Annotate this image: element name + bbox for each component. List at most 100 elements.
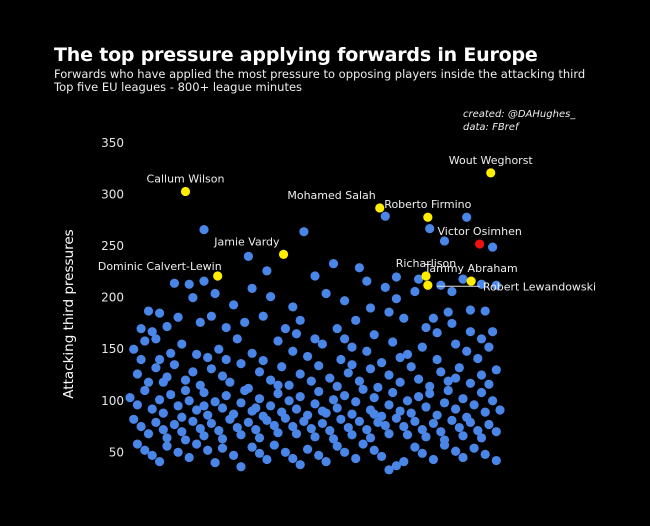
player-point	[465, 305, 475, 315]
player-point	[358, 439, 368, 449]
player-label: Dominic Calvert-Lewin	[98, 260, 222, 273]
player-point	[310, 334, 320, 344]
player-point	[199, 276, 209, 286]
player-point	[158, 425, 168, 435]
player-point	[432, 410, 442, 420]
player-point	[217, 371, 228, 381]
player-point	[162, 433, 172, 443]
player-point	[140, 336, 150, 346]
player-point	[269, 420, 279, 431]
player-point	[384, 465, 394, 475]
player-point	[288, 346, 298, 356]
player-point	[254, 367, 265, 377]
player-point	[447, 415, 457, 425]
player-point	[199, 431, 209, 441]
player-point	[317, 418, 327, 429]
highlighted-point	[486, 168, 496, 178]
player-point	[210, 397, 220, 407]
player-point	[232, 422, 242, 433]
player-point	[340, 296, 350, 306]
player-point	[136, 354, 146, 365]
player-point	[484, 419, 494, 430]
player-point	[192, 439, 202, 449]
player-point	[428, 418, 438, 429]
player-point	[480, 407, 490, 417]
player-point	[480, 306, 490, 316]
player-point	[162, 441, 172, 451]
player-point	[266, 292, 276, 302]
player-point	[262, 415, 272, 425]
player-point	[288, 421, 298, 432]
player-point	[162, 321, 172, 332]
highlighted-point	[466, 276, 476, 286]
player-point	[206, 311, 216, 321]
player-point	[166, 389, 176, 400]
player-point	[451, 373, 461, 383]
player-point	[328, 434, 339, 444]
player-point	[247, 442, 257, 452]
player-point	[365, 433, 376, 443]
y-tick-label: 50	[109, 445, 124, 459]
player-point	[295, 460, 305, 470]
player-point	[254, 433, 265, 443]
player-point	[384, 400, 394, 410]
player-point	[180, 385, 191, 396]
player-point	[254, 448, 265, 458]
player-point	[188, 367, 198, 377]
player-point	[325, 373, 335, 383]
player-point	[236, 398, 246, 408]
player-point	[147, 404, 157, 414]
player-point	[476, 334, 487, 344]
player-point	[136, 421, 146, 432]
player-label: Robert Lewandowski	[483, 280, 596, 293]
highlighted-point	[375, 203, 385, 213]
player-point	[432, 328, 442, 338]
player-point	[362, 425, 372, 435]
player-point	[273, 388, 283, 399]
player-point	[414, 274, 424, 284]
player-point	[351, 397, 361, 407]
player-point	[365, 303, 376, 313]
player-label: Callum Wilson	[147, 172, 225, 185]
player-point	[488, 396, 498, 406]
chart-subtitle-2: Top five EU leagues - 800+ league minute…	[54, 80, 303, 94]
player-point	[340, 390, 350, 401]
player-point	[166, 348, 176, 358]
player-point	[229, 300, 239, 310]
player-point	[347, 430, 357, 440]
player-point	[206, 418, 216, 429]
player-point	[247, 348, 257, 358]
player-point	[491, 280, 501, 290]
player-point	[336, 354, 346, 365]
player-point	[195, 380, 205, 390]
player-point	[469, 400, 479, 410]
player-point	[402, 396, 413, 406]
player-point	[410, 442, 420, 452]
player-point	[236, 359, 246, 369]
y-tick-label: 300	[101, 188, 124, 202]
player-point	[414, 392, 424, 402]
player-point	[136, 323, 146, 334]
player-point	[332, 381, 342, 391]
player-point	[439, 440, 450, 450]
player-point	[332, 403, 342, 413]
player-point	[291, 329, 302, 339]
player-point	[310, 399, 320, 409]
player-point	[306, 376, 316, 386]
player-point	[354, 376, 364, 386]
player-point	[184, 396, 194, 406]
player-point	[169, 360, 179, 370]
player-point	[203, 445, 213, 455]
player-point	[125, 393, 135, 403]
player-point	[188, 416, 198, 426]
player-point	[410, 416, 420, 426]
player-point	[399, 421, 409, 432]
player-label: Mohamed Salah	[287, 189, 375, 202]
player-point	[236, 430, 246, 440]
player-point	[243, 417, 253, 428]
player-point	[380, 211, 390, 221]
player-point	[336, 414, 346, 424]
player-point	[340, 447, 350, 457]
player-point	[247, 283, 257, 293]
player-point	[458, 452, 468, 463]
